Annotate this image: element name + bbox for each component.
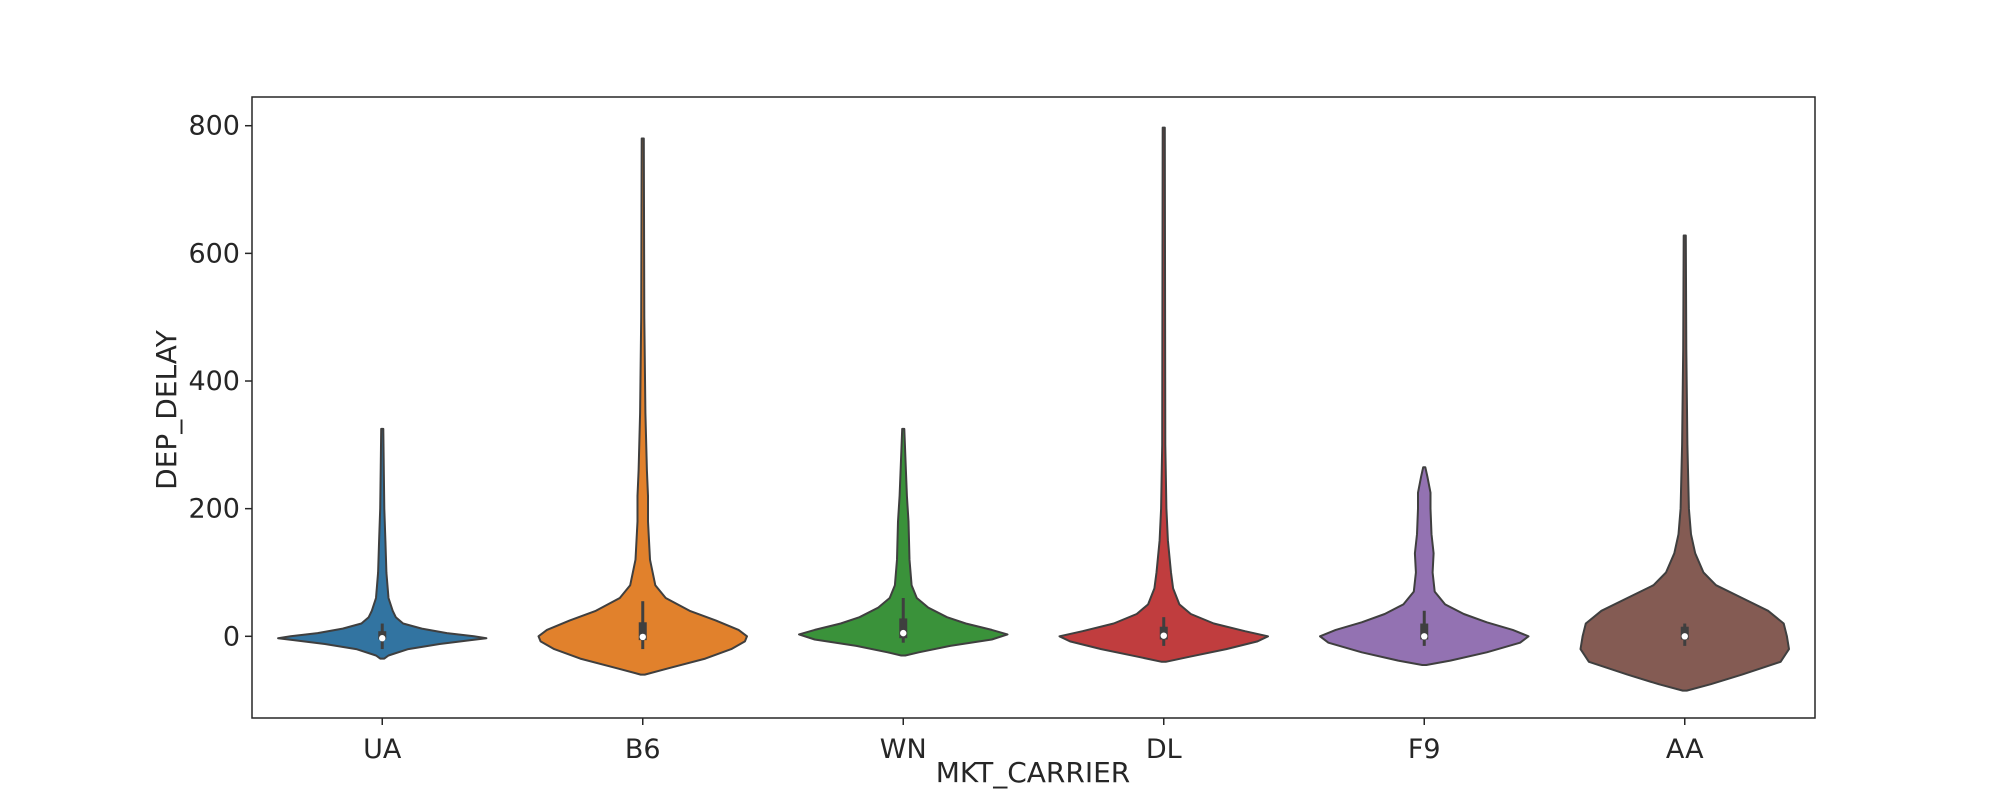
x-tick-label: AA bbox=[1666, 734, 1704, 765]
y-axis: 0 200 400 600 800 bbox=[188, 111, 252, 652]
violin-b6 bbox=[537, 137, 748, 676]
plot-frame bbox=[251, 96, 1816, 719]
median-point-b6 bbox=[639, 633, 646, 641]
violin-wn bbox=[798, 427, 1009, 657]
median-point-aa bbox=[1681, 633, 1688, 640]
x-tick-label: B6 bbox=[625, 734, 661, 765]
median-point-f9 bbox=[1421, 633, 1428, 640]
y-tick-label: 400 bbox=[188, 366, 240, 397]
y-tick-label: 600 bbox=[188, 238, 240, 269]
x-axis: UA B6 WN DL F9 AA bbox=[363, 718, 1704, 765]
y-tick-label: 200 bbox=[188, 494, 240, 525]
iqr-box-wn bbox=[899, 618, 908, 639]
y-axis-title: DEP_DELAY bbox=[150, 329, 183, 490]
median-point-wn bbox=[900, 629, 907, 637]
iqr-box-f9 bbox=[1420, 623, 1429, 640]
y-tick-label: 800 bbox=[188, 111, 240, 142]
x-axis-title: MKT_CARRIER bbox=[936, 756, 1130, 789]
x-tick-label: UA bbox=[363, 734, 402, 765]
median-point-ua bbox=[379, 635, 386, 642]
violin-group bbox=[277, 126, 1790, 692]
x-tick-label: F9 bbox=[1408, 734, 1441, 765]
violin-ua bbox=[277, 427, 488, 660]
y-tick-label: 0 bbox=[223, 621, 240, 652]
median-point-dl bbox=[1160, 632, 1167, 639]
x-tick-label: WN bbox=[880, 734, 927, 765]
iqr-box-b6 bbox=[638, 622, 647, 641]
violin-f9 bbox=[1319, 466, 1530, 666]
violin-aa bbox=[1579, 234, 1790, 692]
x-tick-label: DL bbox=[1146, 734, 1182, 765]
violin-dl bbox=[1058, 126, 1269, 663]
